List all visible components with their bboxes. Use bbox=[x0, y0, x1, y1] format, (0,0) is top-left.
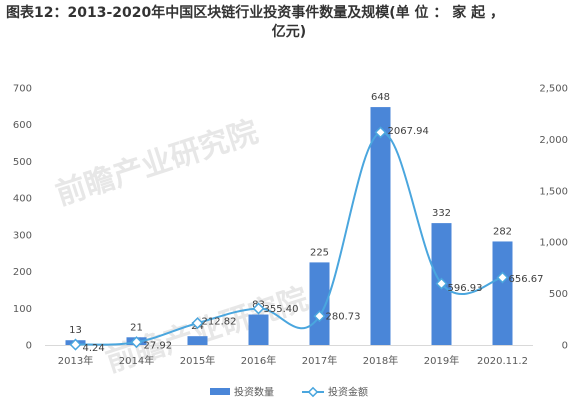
left-tick-label: 500 bbox=[13, 157, 32, 168]
line-series: 4.24 27.92 212.82 355.40 280.73 2067.94 596.93… bbox=[69, 126, 544, 354]
line-value-label: 4.24 bbox=[83, 343, 105, 354]
line-value-label: 27.92 bbox=[144, 341, 173, 352]
line-value-label: 656.67 bbox=[509, 274, 544, 285]
line-value-label: 212.82 bbox=[202, 317, 237, 328]
left-tick-label: 100 bbox=[13, 304, 32, 315]
x-tick-label: 2017年 bbox=[302, 354, 337, 367]
left-tick-label: 300 bbox=[13, 230, 32, 241]
line-value-label: 2067.94 bbox=[388, 126, 429, 137]
bar-value-label: 225 bbox=[310, 247, 329, 258]
x-tick-label: 2016年 bbox=[241, 354, 276, 367]
watermark-text-upper: 前瞻产业研究院 bbox=[52, 114, 263, 212]
right-tick-label: 2,000 bbox=[539, 135, 568, 146]
right-tick-label: 1,000 bbox=[539, 238, 568, 249]
chart-title: 图表12：2013-2020年中国区块链行业投资事件数量及规模(单 位 ： 家 … bbox=[6, 4, 572, 42]
left-tick-label: 0 bbox=[26, 341, 32, 352]
right-tick-label: 0 bbox=[562, 341, 568, 352]
bar-value-label: 282 bbox=[493, 226, 512, 237]
left-tick-label: 700 bbox=[13, 84, 32, 95]
line-point bbox=[69, 338, 82, 351]
bar bbox=[492, 241, 513, 345]
x-axis: 2013年 2014年 2015年 2016年 2017年 2018年 2019年 2020.… bbox=[58, 354, 528, 367]
line-point bbox=[252, 302, 265, 315]
right-axis: 0 500 1,000 1,500 2,000 2,500 bbox=[539, 84, 568, 352]
left-tick-label: 200 bbox=[13, 267, 32, 278]
x-tick-label: 2019年 bbox=[424, 354, 459, 367]
chart-title-line1: 图表12：2013-2020年中国区块链行业投资事件数量及规模(单 位 ： 家 … bbox=[6, 5, 504, 21]
line-point bbox=[130, 336, 143, 349]
line-point bbox=[374, 126, 387, 139]
bar-value-label: 13 bbox=[69, 325, 82, 336]
legend-label-count: 投资数量 bbox=[234, 386, 274, 399]
left-axis: 0 100 200 300 400 500 600 700 bbox=[13, 84, 533, 352]
line-point bbox=[191, 317, 204, 330]
bar bbox=[370, 107, 391, 345]
bar bbox=[187, 336, 208, 345]
legend: 投资数量 投资金额 bbox=[210, 386, 368, 399]
line-value-label: 355.40 bbox=[264, 304, 299, 315]
chart-title-line2: 亿元) bbox=[271, 24, 307, 40]
line-value-label: 280.73 bbox=[326, 312, 361, 323]
legend-label-amount: 投资金额 bbox=[328, 386, 368, 399]
line-value-label: 596.93 bbox=[448, 283, 483, 294]
x-tick-label: 2015年 bbox=[180, 354, 215, 367]
x-tick-label: 2013年 bbox=[58, 354, 93, 367]
legend-swatch-count bbox=[210, 388, 230, 395]
bar-value-label: 648 bbox=[371, 92, 390, 103]
line-point bbox=[496, 271, 509, 284]
x-tick-label: 2014年 bbox=[119, 354, 154, 367]
watermark-layer: 前瞻产业研究院 前瞻产业研究院 bbox=[52, 114, 313, 379]
left-tick-label: 600 bbox=[13, 120, 32, 131]
bar-value-label: 21 bbox=[130, 322, 143, 333]
left-tick-label: 400 bbox=[13, 194, 32, 205]
right-tick-label: 500 bbox=[549, 289, 568, 300]
x-tick-label: 2020.11.2 bbox=[477, 356, 528, 367]
right-tick-label: 2,500 bbox=[539, 84, 568, 95]
bar bbox=[248, 314, 269, 345]
line-point bbox=[435, 277, 448, 290]
x-tick-label: 2018年 bbox=[363, 354, 398, 367]
right-tick-label: 1,500 bbox=[539, 186, 568, 197]
line-point bbox=[313, 310, 326, 323]
bar bbox=[309, 262, 330, 345]
bar-value-label: 332 bbox=[432, 208, 451, 219]
legend-swatch-marker bbox=[307, 386, 319, 398]
